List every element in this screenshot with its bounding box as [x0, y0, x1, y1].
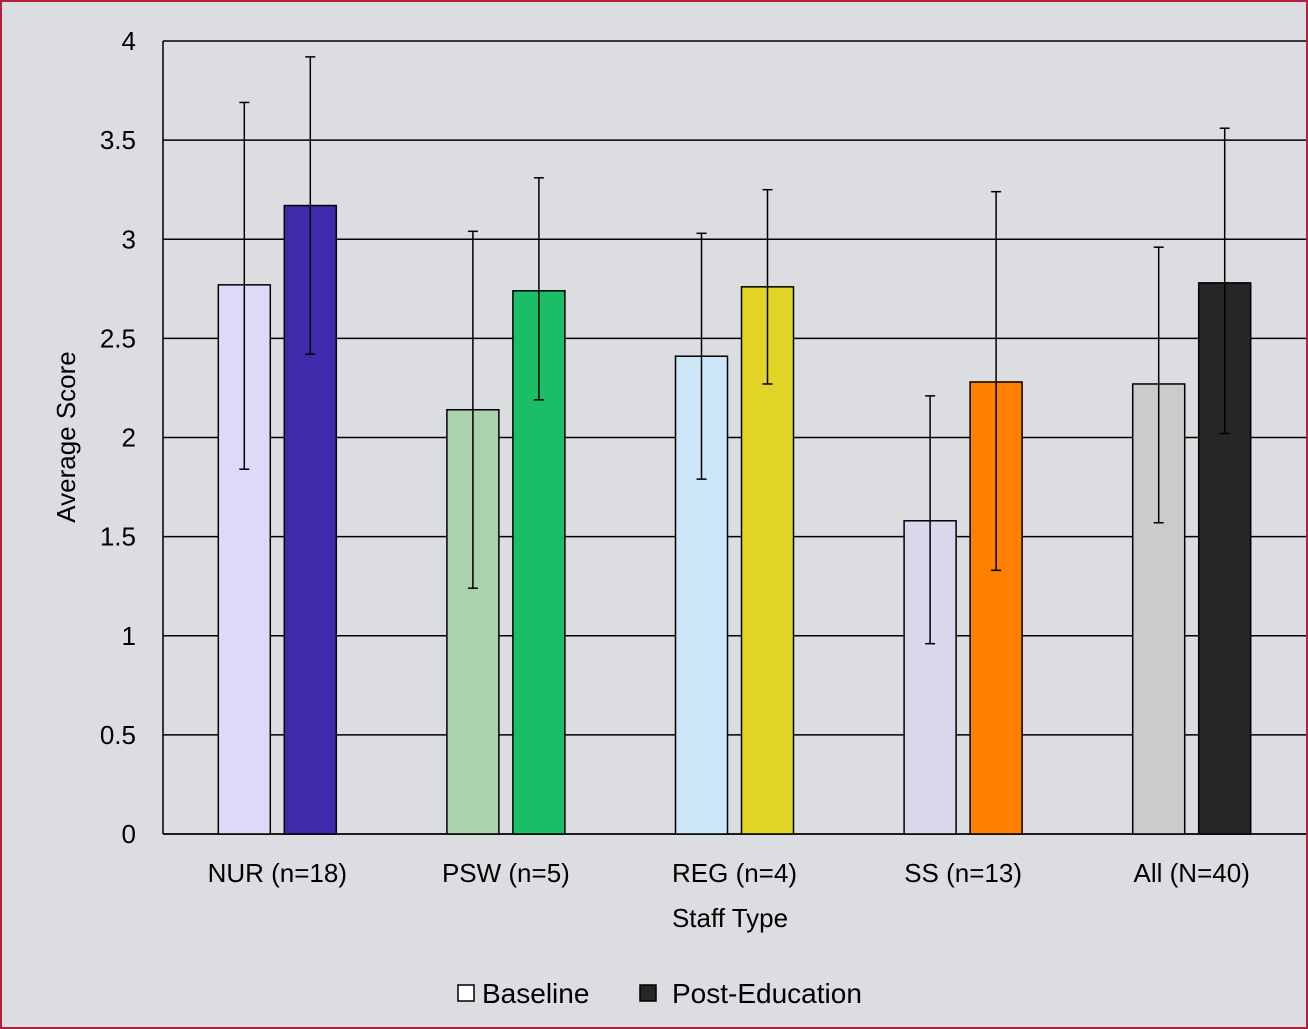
legend-swatch	[639, 984, 657, 1002]
error-bar	[239, 101, 250, 470]
gridlines	[162, 40, 1306, 835]
y-tick-labels: 0 0.5 1 1.5 2 2.5 3 3.5 4	[100, 26, 136, 849]
y-tick-label: 2	[122, 423, 136, 453]
x-tick-label: PSW (n=5)	[442, 858, 570, 888]
error-bar	[1153, 246, 1164, 524]
y-tick-label: 3	[122, 224, 136, 254]
y-tick-label: 0	[122, 819, 136, 849]
bars	[217, 204, 1252, 835]
x-tick-labels: NUR (n=18) PSW (n=5) REG (n=4) SS (n=13) All…	[208, 858, 1250, 888]
y-tick-label: 1.5	[100, 522, 136, 552]
x-tick-label: REG (n=4)	[672, 858, 797, 888]
legend-item-baseline: Baseline	[457, 978, 589, 1009]
y-tick-label: 0.5	[100, 720, 136, 750]
x-tick-label: All (N=40)	[1134, 858, 1250, 888]
legend-label: Post-Education	[672, 978, 862, 1009]
error-bar	[1219, 127, 1230, 435]
error-bar	[533, 177, 544, 401]
error-bar	[991, 190, 1002, 572]
x-tick-label: NUR (n=18)	[208, 858, 347, 888]
error-bar	[305, 56, 316, 355]
error-bar	[762, 188, 773, 385]
y-tick-label: 1	[122, 621, 136, 651]
y-tick-label: 3.5	[100, 125, 136, 155]
y-axis-title: Average Score	[51, 351, 81, 523]
error-bar	[467, 230, 478, 589]
y-tick-label: 4	[122, 26, 136, 56]
x-axis-title: Staff Type	[672, 903, 788, 933]
legend-swatch	[457, 984, 475, 1002]
legend-item-post-education: Post-Education	[639, 978, 862, 1009]
error-bars	[239, 56, 1230, 645]
legend-label: Baseline	[482, 978, 589, 1009]
error-bar	[925, 395, 936, 645]
legend: Baseline Post-Education	[457, 978, 862, 1009]
x-tick-label: SS (n=13)	[904, 858, 1022, 888]
error-bar	[696, 232, 707, 480]
y-tick-label: 2.5	[100, 323, 136, 353]
